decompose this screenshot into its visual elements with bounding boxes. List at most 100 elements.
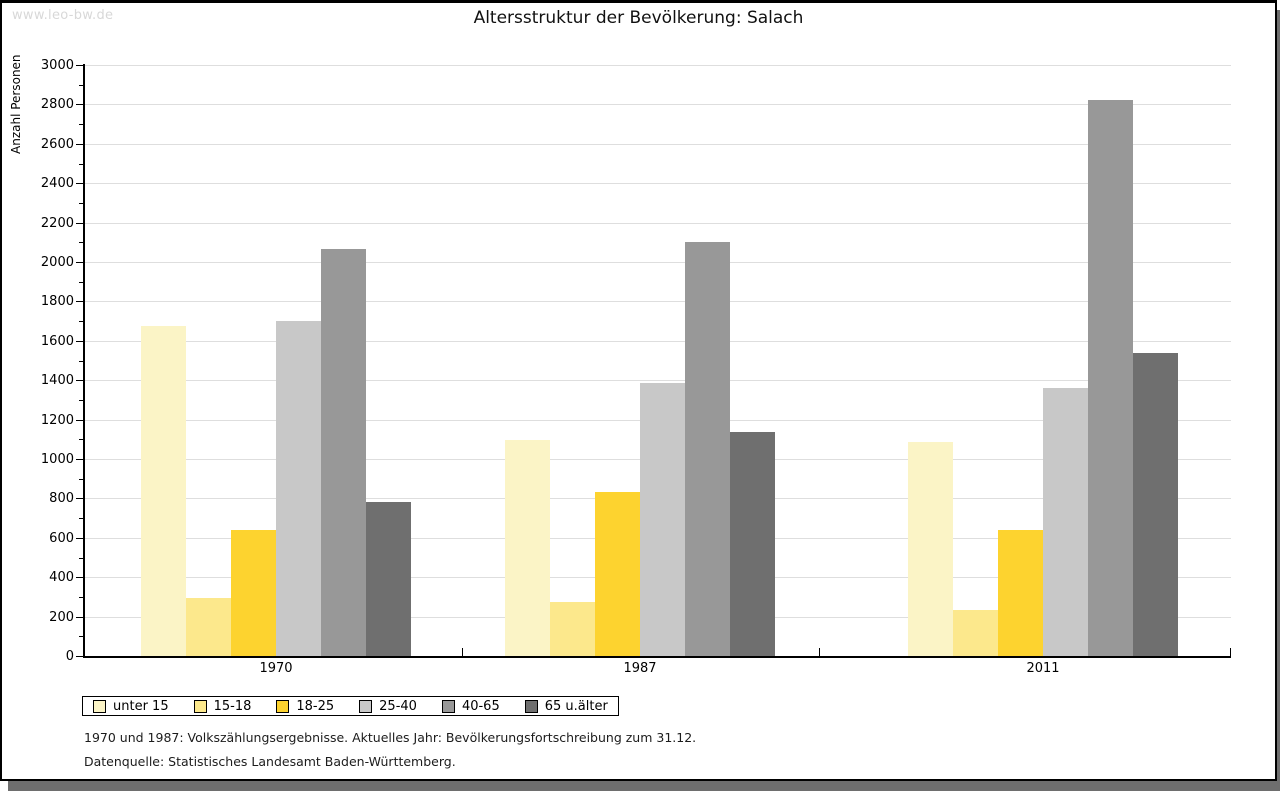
gridline-2600: [83, 144, 1231, 145]
bar-1987-18-25: [595, 492, 640, 656]
bar-2011-25-40: [1043, 388, 1088, 656]
y-tick-label-600: 600: [49, 531, 74, 546]
y-minor-tick-2500: [79, 164, 83, 165]
y-major-tick-2600: [76, 144, 83, 145]
y-tick-label-1000: 1000: [40, 452, 74, 467]
y-tick-label-3000: 3000: [40, 58, 74, 73]
bar-1970-65-u-lter: [366, 502, 411, 656]
y-axis-line: [83, 64, 85, 658]
y-minor-tick-2700: [79, 124, 83, 125]
legend-label: unter 15: [113, 698, 169, 714]
y-major-tick-1200: [76, 420, 83, 421]
y-tick-label-800: 800: [49, 491, 74, 506]
site-watermark: www.leo-bw.de: [12, 8, 114, 23]
legend-swatch-icon: [276, 699, 290, 713]
bar-chart-plot-area: 0 200 400 600 800 1000 1200 1400 1600 1800 2000 220…: [2, 3, 1279, 784]
bar-2011-18-25: [998, 530, 1043, 656]
bar-1987-15-18: [550, 602, 595, 656]
x-category-label-1987: 1987: [623, 661, 657, 676]
x-boundary-tick-1: [819, 648, 820, 656]
chart-legend: unter 15 15-18 18-25 25-40 40-65 65 u.älter: [82, 696, 619, 716]
footnote-data-source: Datenquelle: Statistisches Landesamt Bad…: [84, 754, 456, 769]
legend-label: 40-65: [461, 698, 500, 714]
bar-1970-unter-15: [141, 326, 186, 656]
y-minor-tick-1300: [79, 400, 83, 401]
y-tick-label-1600: 1600: [40, 334, 74, 349]
bar-2011-15-18: [953, 610, 998, 656]
y-major-tick-800: [76, 498, 83, 499]
y-tick-label-1200: 1200: [40, 413, 74, 428]
y-minor-tick-2300: [79, 203, 83, 204]
y-major-tick-200: [76, 617, 83, 618]
y-minor-tick-2100: [79, 242, 83, 243]
legend-swatch-icon: [193, 699, 207, 713]
bar-1970-18-25: [231, 530, 276, 656]
y-tick-label-2600: 2600: [40, 137, 74, 152]
bar-1970-15-18: [186, 598, 231, 656]
y-major-tick-3000: [76, 65, 83, 66]
y-tick-label-2000: 2000: [40, 255, 74, 270]
bar-1970-25-40: [276, 321, 321, 656]
y-minor-tick-1700: [79, 321, 83, 322]
legend-swatch-icon: [359, 699, 373, 713]
legend-item-40-65: 40-65: [441, 698, 500, 714]
gridline-2000: [83, 262, 1231, 263]
legend-swatch-icon: [524, 699, 538, 713]
y-major-tick-400: [76, 577, 83, 578]
legend-item-25-40: 25-40: [359, 699, 417, 714]
y-major-tick-1600: [76, 341, 83, 342]
footnote-source-method: 1970 und 1987: Volkszählungsergebnisse. …: [84, 730, 697, 745]
y-minor-tick-1500: [79, 361, 83, 362]
legend-swatch-icon: [441, 699, 455, 713]
bar-1970-40-65: [321, 249, 366, 656]
x-axis-line: [83, 656, 1231, 658]
y-tick-label-1400: 1400: [40, 373, 74, 388]
y-tick-label-2400: 2400: [40, 176, 74, 191]
legend-label: 18-25: [296, 698, 335, 714]
y-minor-tick-900: [79, 479, 83, 480]
legend-label: 15-18: [213, 698, 252, 714]
gridline-1600: [83, 341, 1231, 342]
bar-1987-65-u-lter: [730, 432, 775, 656]
y-tick-label-1800: 1800: [40, 294, 74, 309]
legend-item-65-u-lter: 65 u.älter: [524, 698, 608, 714]
y-tick-label-2200: 2200: [40, 216, 74, 231]
bar-1987-unter-15: [505, 440, 550, 656]
legend-item-15-18: 15-18: [193, 698, 252, 714]
gridline-3000: [83, 65, 1231, 66]
bar-1987-25-40: [640, 383, 685, 656]
y-tick-label-200: 200: [49, 610, 74, 625]
bar-2011-65-u-lter: [1133, 353, 1178, 656]
y-major-tick-600: [76, 538, 83, 539]
y-tick-label-2800: 2800: [40, 97, 74, 112]
chart-title: Altersstruktur der Bevölkerung: Salach: [473, 8, 804, 28]
y-major-tick-2200: [76, 223, 83, 224]
y-minor-tick-300: [79, 597, 83, 598]
legend-swatch-icon: [93, 699, 106, 713]
y-major-tick-2800: [76, 104, 83, 105]
y-minor-tick-1100: [79, 439, 83, 440]
y-minor-tick-500: [79, 558, 83, 559]
bar-2011-unter-15: [908, 442, 953, 656]
y-minor-tick-700: [79, 518, 83, 519]
y-minor-tick-100: [79, 636, 83, 637]
x-category-label-1970: 1970: [259, 661, 293, 676]
y-tick-label-0: 0: [65, 649, 74, 664]
y-major-tick-1400: [76, 380, 83, 381]
bar-1987-40-65: [685, 242, 730, 656]
x-boundary-tick-2: [1230, 648, 1231, 656]
y-tick-label-400: 400: [49, 570, 74, 585]
y-major-tick-0: [76, 656, 83, 657]
legend-label: 65 u.älter: [544, 698, 608, 714]
gridline-2400: [83, 183, 1231, 184]
gridline-1800: [83, 301, 1231, 302]
legend-item-unter-15: unter 15: [93, 699, 169, 714]
bar-2011-40-65: [1088, 100, 1133, 656]
legend-item-18-25: 18-25: [276, 699, 334, 714]
y-minor-tick-2900: [79, 85, 83, 86]
gridline-2800: [83, 104, 1231, 105]
x-category-label-2011: 2011: [1026, 661, 1060, 676]
y-major-tick-1800: [76, 301, 83, 302]
x-boundary-tick-0: [462, 648, 463, 656]
gridline-2200: [83, 223, 1231, 224]
